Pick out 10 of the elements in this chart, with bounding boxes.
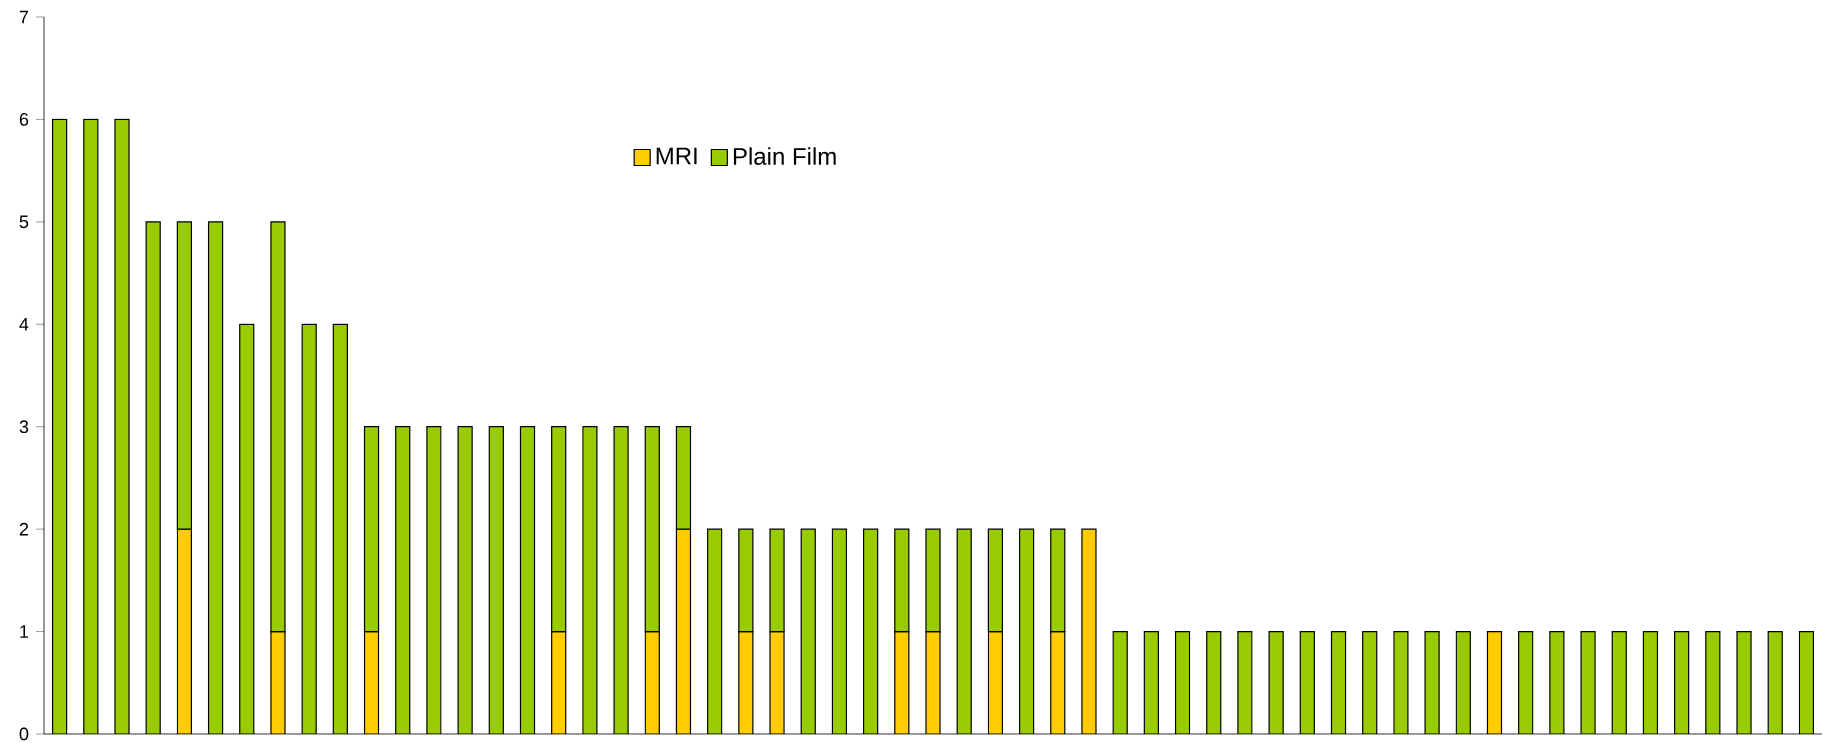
- legend-label: MRI: [656, 147, 697, 165]
- y-tick-label: 2: [19, 522, 29, 536]
- y-tick-label: 1: [20, 625, 29, 638]
- y-tick-label: 4: [19, 318, 29, 331]
- legend-label: Plain Film: [733, 147, 836, 165]
- y-tick-label: 0: [19, 727, 29, 741]
- y-tick-label: 6: [19, 113, 29, 126]
- y-tick-label: 3: [19, 420, 29, 434]
- y-tick-label: 5: [19, 215, 29, 229]
- y-tick-label: 7: [19, 10, 29, 24]
